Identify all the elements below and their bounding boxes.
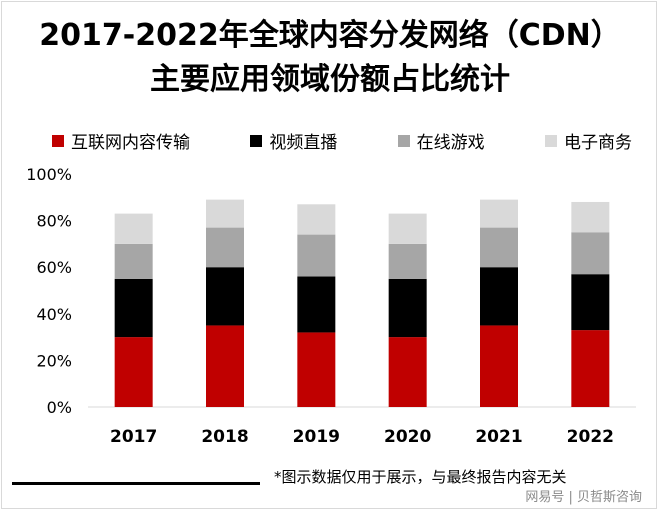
legend-label: 互联网内容传输 xyxy=(71,133,190,153)
x-tick-label: 2019 xyxy=(293,427,340,447)
bar-segment-1 xyxy=(206,267,244,326)
legend-label: 在线游戏 xyxy=(416,133,485,153)
legend-label: 电子商务 xyxy=(563,133,632,153)
x-tick-label: 2017 xyxy=(110,427,157,447)
bar-segment-0 xyxy=(388,337,427,407)
bar-segment-0 xyxy=(206,325,244,407)
bar-segment-3 xyxy=(480,199,518,228)
y-tick-label: 0% xyxy=(47,398,72,417)
legend-label: 视频直播 xyxy=(269,133,338,153)
legend-swatch xyxy=(397,134,410,147)
x-tick-label: 2021 xyxy=(475,427,522,447)
bar-segment-1 xyxy=(480,267,518,326)
bar-segment-3 xyxy=(388,213,427,244)
bar-segment-0 xyxy=(571,330,610,407)
y-tick-label: 80% xyxy=(36,212,72,231)
y-tick-label: 40% xyxy=(36,305,72,324)
bar-segment-2 xyxy=(480,227,518,268)
bar-segment-3 xyxy=(297,204,336,235)
bar-segment-1 xyxy=(114,278,153,338)
legend-swatch xyxy=(250,134,263,147)
bar-segment-3 xyxy=(571,201,610,233)
footer-divider xyxy=(12,482,260,485)
legend-item-1: 视频直播 xyxy=(250,128,337,153)
legend: 互联网内容传输 视频直播 在线游戏 电子商务 xyxy=(52,128,632,153)
bar-segment-0 xyxy=(480,325,518,407)
bar-segment-1 xyxy=(297,276,336,333)
bar-segment-1 xyxy=(388,278,427,338)
title-line-2: 主要应用领域份额占比统计 xyxy=(150,62,510,97)
title-line-1: 2017-2022年全球内容分发网络（CDN） xyxy=(39,18,621,53)
x-tick-label: 2020 xyxy=(384,427,431,447)
bar-segment-2 xyxy=(571,232,610,275)
chart-title: 2017-2022年全球内容分发网络（CDN） 主要应用领域份额占比统计 xyxy=(0,14,660,102)
legend-swatch xyxy=(52,134,64,147)
bar-segment-2 xyxy=(206,227,244,268)
legend-item-3: 电子商务 xyxy=(544,128,632,153)
bar-segment-0 xyxy=(297,332,336,407)
bar-segment-1 xyxy=(571,274,610,331)
bar-segment-2 xyxy=(297,234,336,277)
y-tick-label: 60% xyxy=(36,258,72,277)
bar-segment-2 xyxy=(114,243,153,279)
legend-item-2: 在线游戏 xyxy=(397,128,485,153)
y-tick-label: 20% xyxy=(36,351,72,370)
legend-swatch xyxy=(544,134,557,147)
x-tick-label: 2022 xyxy=(567,427,614,447)
watermark: 网易号 | 贝哲斯咨询 xyxy=(525,490,642,505)
y-tick-label: 100% xyxy=(26,165,72,184)
bar-segment-0 xyxy=(114,337,153,407)
bar-segment-3 xyxy=(114,213,153,244)
bar-segment-2 xyxy=(388,243,427,279)
footnote: *图示数据仅用于展示，与最终报告内容无关 xyxy=(274,468,567,486)
x-tick-label: 2018 xyxy=(201,427,248,447)
bar-segment-3 xyxy=(206,199,244,228)
legend-item-0: 互联网内容传输 xyxy=(52,128,190,153)
